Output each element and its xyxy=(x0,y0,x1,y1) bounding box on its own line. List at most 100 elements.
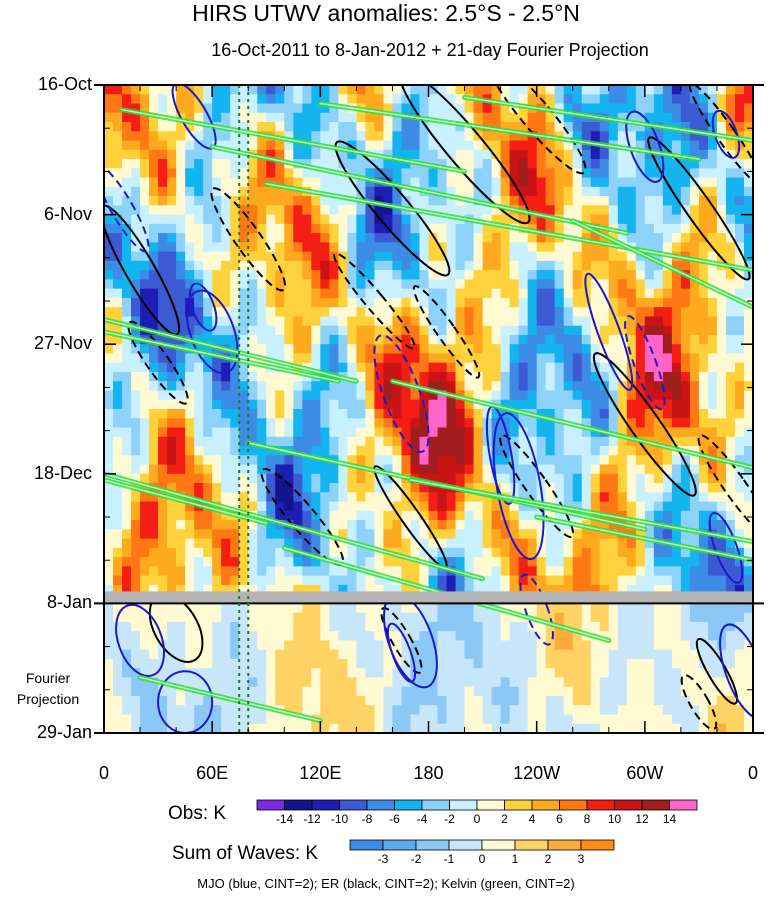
heatmap-cell xyxy=(680,483,691,493)
heatmap-cell xyxy=(599,492,610,503)
heatmap-cell xyxy=(410,233,421,243)
heatmap-cell xyxy=(716,566,727,577)
heatmap-cell xyxy=(644,168,655,179)
heatmap-cell xyxy=(563,297,574,308)
heatmap-cell xyxy=(230,131,240,142)
heatmap-cell xyxy=(608,658,619,669)
heatmap-cell xyxy=(140,483,150,493)
heatmap-cell xyxy=(167,455,177,466)
heatmap-cell xyxy=(509,566,520,577)
heatmap-cell xyxy=(383,131,394,142)
heatmap-cell xyxy=(212,325,222,336)
heatmap-cell xyxy=(554,686,565,697)
heatmap-cell xyxy=(293,621,303,632)
heatmap-cell xyxy=(401,649,412,660)
heatmap-cell xyxy=(365,177,376,188)
heatmap-cell xyxy=(608,371,619,382)
heatmap-cell xyxy=(725,566,736,577)
heatmap-cell xyxy=(464,390,475,401)
heatmap-cell xyxy=(320,649,330,660)
heatmap-cell xyxy=(392,381,403,392)
heatmap-cell xyxy=(311,214,321,225)
heatmap-cell xyxy=(644,316,655,327)
heatmap-cell xyxy=(194,131,204,142)
heatmap-cell xyxy=(437,649,448,660)
heatmap-cell xyxy=(149,140,159,151)
heatmap-cell xyxy=(725,233,736,243)
heatmap-cell xyxy=(176,455,186,466)
heatmap-cell xyxy=(356,631,366,642)
heatmap-cell xyxy=(338,242,348,253)
heatmap-cell xyxy=(203,297,213,308)
heatmap-cell xyxy=(248,334,258,345)
heatmap-cell xyxy=(140,353,150,364)
heatmap-cell xyxy=(635,510,646,521)
heatmap-cell xyxy=(689,464,700,475)
heatmap-cell xyxy=(716,695,727,706)
heatmap-cell xyxy=(356,159,366,169)
heatmap-cell xyxy=(257,344,267,355)
heatmap-cell xyxy=(428,196,439,206)
heatmap-cell xyxy=(257,520,267,530)
heatmap-cell xyxy=(410,547,421,558)
heatmap-cell xyxy=(311,510,321,521)
heatmap-cell xyxy=(617,436,628,447)
heatmap-cell xyxy=(284,464,294,475)
heatmap-cell xyxy=(194,159,204,169)
heatmap-cell xyxy=(338,547,348,558)
heatmap-cell xyxy=(131,658,141,669)
heatmap-cell xyxy=(554,362,565,373)
heatmap-cell xyxy=(527,279,538,290)
heatmap-cell xyxy=(698,640,709,651)
heatmap-cell xyxy=(419,566,430,577)
heatmap-cell xyxy=(104,85,114,95)
heatmap-cell xyxy=(572,436,583,447)
heatmap-cell xyxy=(329,233,339,243)
heatmap-cell xyxy=(599,85,610,95)
heatmap-cell xyxy=(635,575,646,586)
heatmap-cell xyxy=(626,334,637,345)
heatmap-cell xyxy=(320,483,330,493)
heatmap-cell xyxy=(149,538,159,549)
heatmap-cell xyxy=(311,390,321,401)
heatmap-cell xyxy=(437,149,448,160)
heatmap-cell xyxy=(590,668,601,679)
heatmap-cell xyxy=(545,297,556,308)
heatmap-cell xyxy=(428,668,439,679)
heatmap-cell xyxy=(140,362,150,373)
heatmap-cell xyxy=(527,325,538,336)
heatmap-cell xyxy=(491,307,502,318)
heatmap-cell xyxy=(563,631,574,642)
heatmap-cell xyxy=(257,288,267,299)
heatmap-cell xyxy=(113,436,123,447)
heatmap-cell xyxy=(608,575,619,586)
heatmap-cell xyxy=(644,353,655,364)
heatmap-cell xyxy=(122,723,132,733)
heatmap-cell xyxy=(122,307,132,318)
heatmap-cell xyxy=(293,381,303,392)
heatmap-cell xyxy=(725,640,736,651)
heatmap-cell xyxy=(464,473,475,484)
heatmap-cell xyxy=(194,270,204,280)
heatmap-cell xyxy=(104,483,114,493)
heatmap-cell xyxy=(257,325,267,336)
heatmap-cell xyxy=(401,640,412,651)
heatmap-cell xyxy=(734,371,745,382)
heatmap-cell xyxy=(617,279,628,290)
heatmap-cell xyxy=(266,270,276,280)
heatmap-cell xyxy=(599,547,610,558)
heatmap-cell xyxy=(500,501,511,512)
heatmap-cell xyxy=(347,631,357,642)
heatmap-cell xyxy=(527,186,538,197)
heatmap-cell xyxy=(338,427,348,438)
heatmap-cell xyxy=(689,353,700,364)
heatmap-cell xyxy=(194,492,204,503)
heatmap-cell xyxy=(194,140,204,151)
heatmap-cell xyxy=(635,242,646,253)
heatmap-cell xyxy=(428,427,439,438)
heatmap-cell xyxy=(140,695,150,706)
heatmap-cell xyxy=(248,344,258,355)
heatmap-cell xyxy=(644,473,655,484)
heatmap-cell xyxy=(626,316,637,327)
heatmap-cell xyxy=(194,242,204,253)
